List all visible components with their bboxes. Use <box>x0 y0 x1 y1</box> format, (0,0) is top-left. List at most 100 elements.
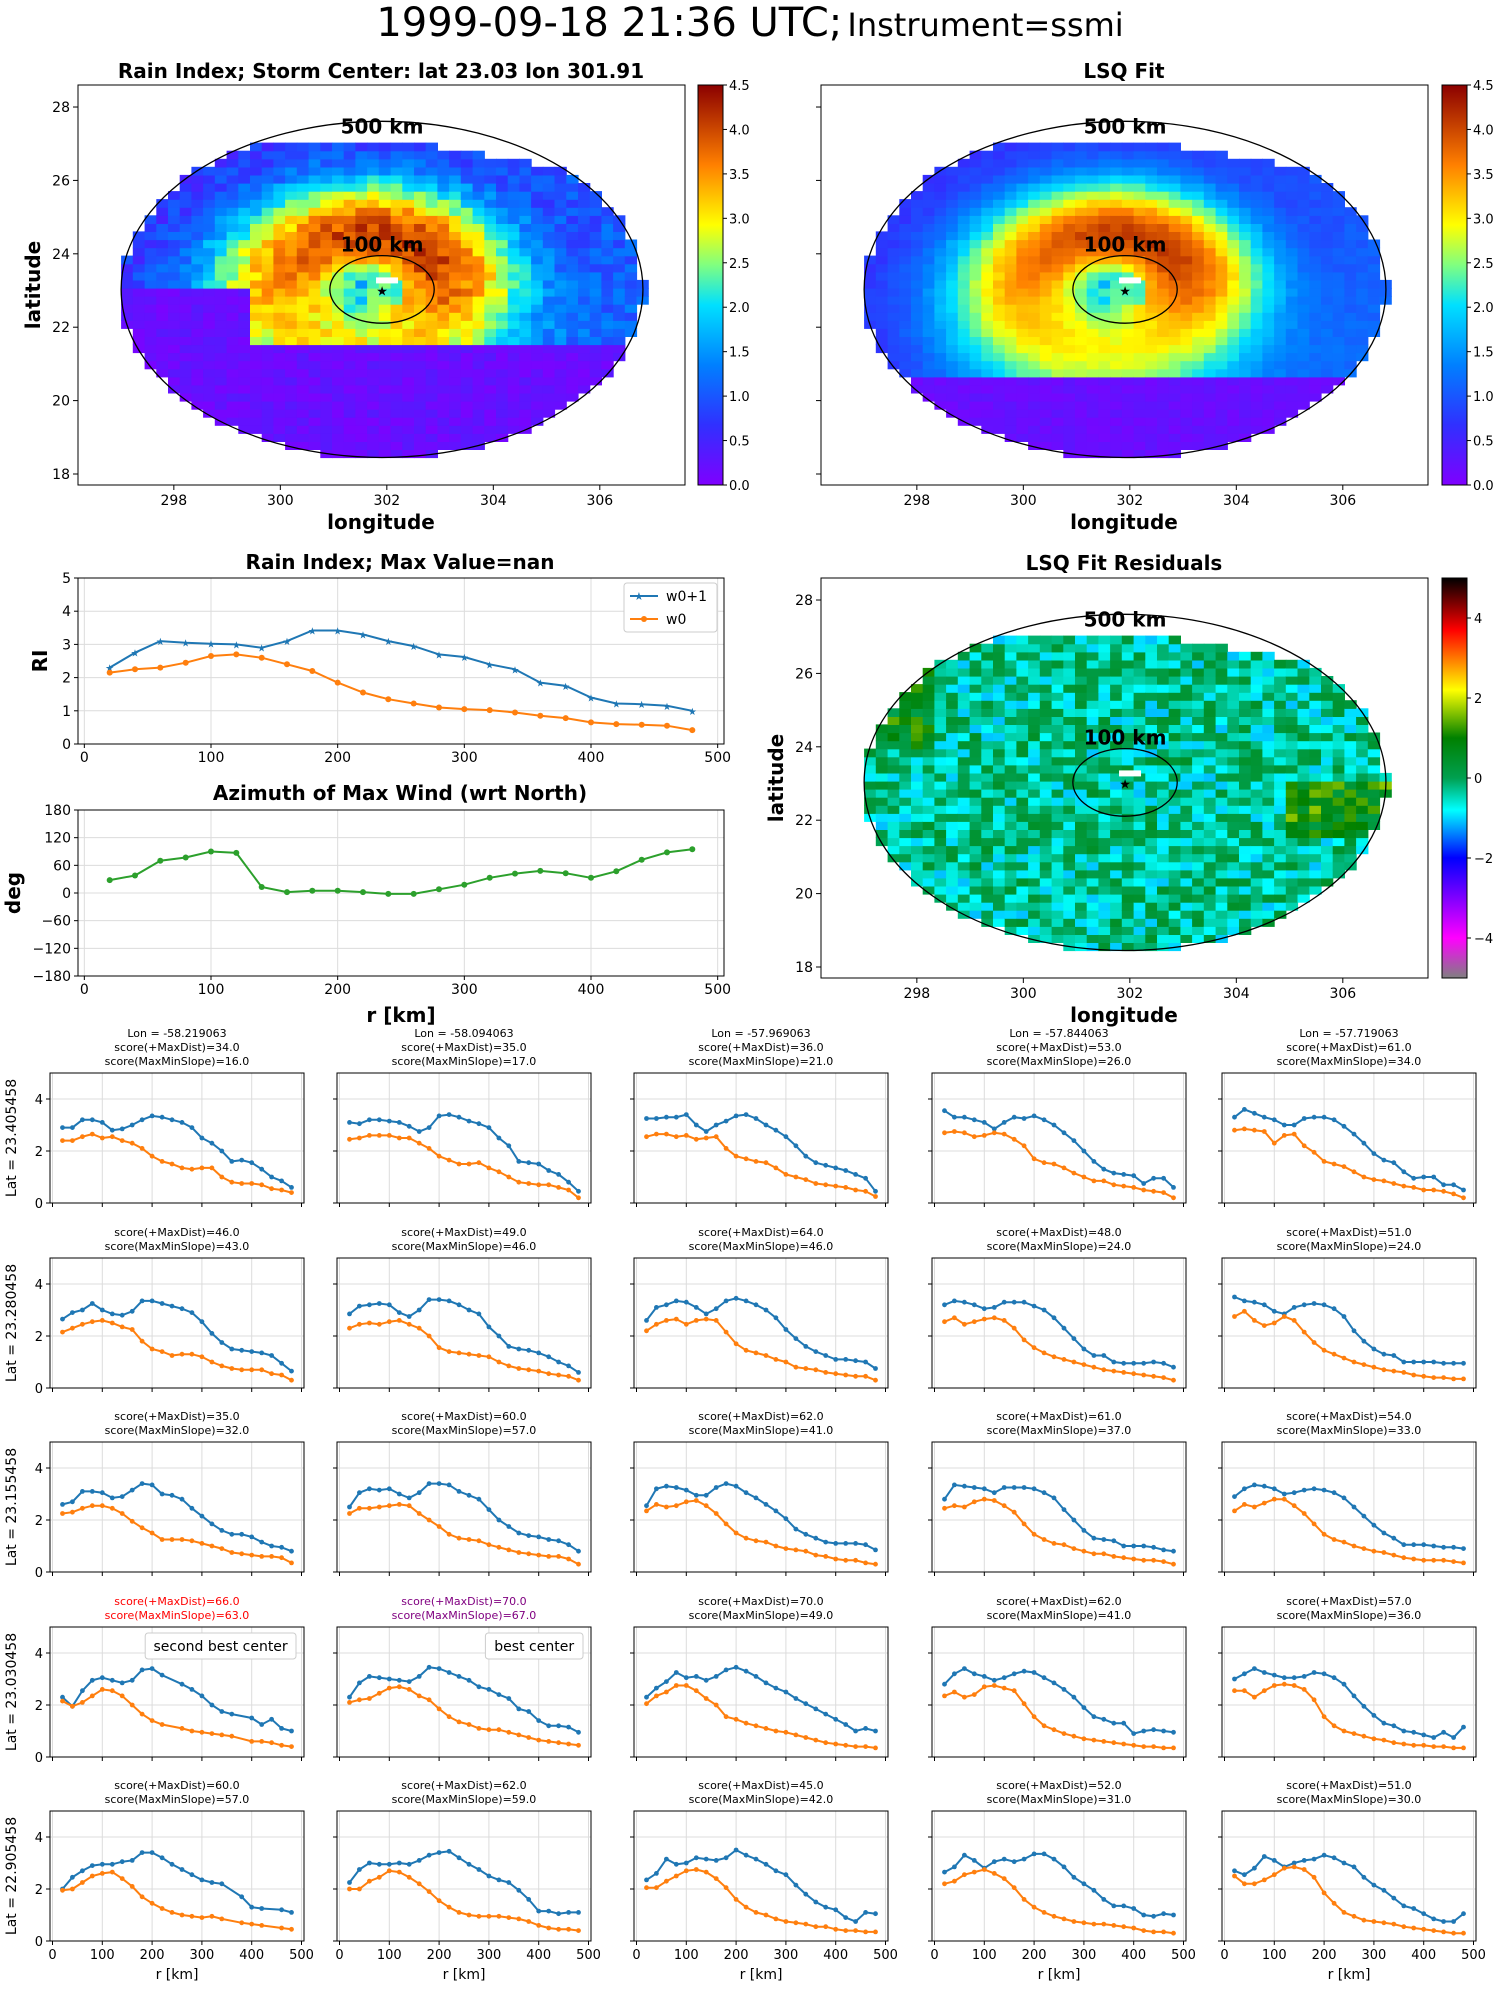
swath-cell <box>1168 409 1181 418</box>
swath-cell <box>250 215 263 224</box>
swath-cell <box>875 255 889 265</box>
swath-cell <box>1133 861 1146 871</box>
swath-cell <box>1063 223 1076 232</box>
swath-cell <box>1004 174 1017 184</box>
swath-cell <box>969 813 982 822</box>
swath-cell <box>320 384 333 394</box>
swath-cell <box>1203 659 1217 669</box>
swath-cell <box>1004 667 1017 677</box>
ring-100km <box>1072 254 1178 324</box>
swath-cell <box>1004 392 1017 402</box>
swath-cell <box>875 829 889 839</box>
swath-cell <box>355 142 368 152</box>
swath-cell <box>1297 732 1310 742</box>
swath-cell <box>969 296 982 305</box>
swath-cell <box>957 231 971 241</box>
swath-cell <box>922 384 935 394</box>
swath-cell <box>946 368 959 378</box>
swath-cell <box>1157 643 1170 653</box>
swath-cell <box>308 409 321 418</box>
swath-cell <box>519 304 532 313</box>
swath-cell <box>1180 287 1193 297</box>
swath-cell <box>425 183 438 192</box>
swath-cell <box>332 401 345 410</box>
swath-cell <box>1344 797 1357 806</box>
swath-cell <box>993 635 1006 645</box>
swath-cell <box>1121 772 1135 782</box>
data-point <box>1271 1117 1277 1123</box>
swath-cell <box>875 821 889 830</box>
data-point <box>1371 1177 1377 1182</box>
swath-cell <box>519 296 532 305</box>
swath-cell <box>993 328 1006 337</box>
swath-cell <box>402 384 415 394</box>
swath-cell <box>993 708 1006 717</box>
swath-cell <box>1145 199 1158 208</box>
swath-cell <box>203 271 216 281</box>
swath-cell <box>1215 207 1228 216</box>
data-point <box>683 1112 689 1117</box>
swath-cell <box>946 845 959 855</box>
swath-cell <box>887 837 900 847</box>
swath-cell <box>887 312 900 321</box>
data-point: ★ <box>384 637 393 648</box>
swath-cell <box>179 296 192 305</box>
swath-cell <box>1121 643 1135 653</box>
swath-cell <box>911 797 924 806</box>
swath-cell <box>437 376 450 386</box>
swath-cell <box>1133 635 1146 645</box>
swath-cell <box>390 401 403 410</box>
swath-cell <box>578 360 591 370</box>
swath-cell <box>1168 772 1181 782</box>
swath-cell <box>1262 417 1275 426</box>
swath-cell <box>1180 805 1193 814</box>
swath-cell <box>214 231 228 241</box>
swath-cell <box>911 336 924 346</box>
lsq-fit-colorbar <box>1441 84 1468 486</box>
data-point <box>385 890 392 897</box>
swath-cell <box>1297 667 1310 677</box>
swath-cell <box>1203 368 1217 378</box>
swath-cell <box>1051 894 1064 903</box>
swath-cell <box>425 449 438 459</box>
swath-cell <box>1215 344 1228 354</box>
swath-cell <box>578 223 591 232</box>
swath-cell <box>273 223 286 232</box>
swath-cell <box>226 392 239 402</box>
swath-cell <box>1028 239 1041 249</box>
swath-cell <box>1133 837 1146 847</box>
colorbar-tick-label: 2.0 <box>729 301 750 316</box>
swath-cell <box>1039 376 1053 386</box>
swath-cell <box>1028 821 1041 830</box>
swath-cell <box>285 174 298 184</box>
swath-cell <box>922 684 935 693</box>
swath-cell <box>1297 853 1310 863</box>
swath-cell <box>531 320 544 329</box>
y-tick-label: 20 <box>52 394 70 410</box>
swath-cell <box>542 392 556 402</box>
data-point <box>239 1347 245 1353</box>
swath-cell <box>1215 684 1228 693</box>
swath-cell <box>1016 885 1029 895</box>
swath-cell <box>156 215 169 224</box>
data-point <box>357 1121 362 1127</box>
swath-cell <box>1274 223 1287 232</box>
swath-cell <box>566 360 579 370</box>
swath-cell <box>1250 869 1263 879</box>
swath-cell <box>1075 223 1088 232</box>
swath-cell <box>969 223 982 232</box>
swath-cell <box>542 183 556 192</box>
swath-cell <box>1180 255 1193 265</box>
swath-cell <box>1309 207 1322 216</box>
data-point <box>823 1162 829 1168</box>
swath-cell <box>1285 183 1299 192</box>
swath-cell <box>1250 910 1263 919</box>
swath-cell <box>144 352 157 362</box>
swath-cell <box>332 183 345 192</box>
swath-cell <box>531 336 544 346</box>
swath-cell <box>203 166 216 176</box>
swath-cell <box>1075 344 1088 354</box>
swath-cell <box>1145 756 1158 766</box>
swath-cell <box>1344 845 1357 855</box>
swath-cell <box>1239 805 1252 814</box>
